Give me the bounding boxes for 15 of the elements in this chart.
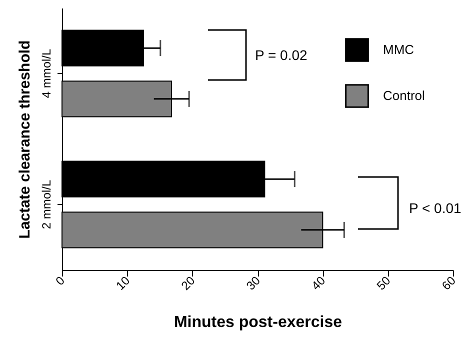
y-tick-label: 2 mmol/L [40,180,54,230]
x-tick-label: 20 [178,273,198,293]
y-tick-label: 4 mmol/L [40,48,54,98]
legend-label: MMC [383,42,414,57]
x-tick-label: 40 [308,273,328,293]
legend-label: Control [383,88,426,103]
x-tick-label: 50 [374,273,394,293]
x-tick-label: 0 [52,273,68,288]
x-axis-title: Minutes post-exercise [174,314,342,332]
y-axis-title: Lactate clearance threshold [16,40,34,239]
x-tick-label: 60 [439,273,459,293]
x-tick-label: 10 [113,273,133,293]
x-tick-label: 30 [244,273,264,293]
annotation: P = 0.02 [255,47,308,63]
annotation: P < 0.01 [409,200,462,216]
